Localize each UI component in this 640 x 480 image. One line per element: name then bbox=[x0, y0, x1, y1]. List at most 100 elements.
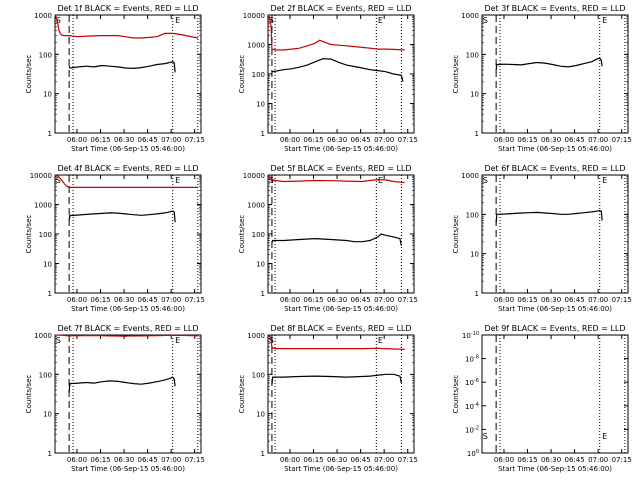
x-tick-label: 07:15 bbox=[185, 296, 205, 304]
panel-title: Det 5f BLACK = Events, RED = LLD bbox=[270, 164, 411, 173]
y-tick-label: 100 bbox=[39, 51, 52, 59]
x-tick-label: 06:30 bbox=[541, 296, 561, 304]
x-tick-label: 06:00 bbox=[67, 296, 87, 304]
x-tick-label: 06:30 bbox=[114, 136, 134, 144]
panel-title: Det 1f BLACK = Events, RED = LLD bbox=[57, 4, 198, 13]
y-axis-label: Counts/sec bbox=[452, 375, 460, 414]
x-tick-label: 06:45 bbox=[565, 456, 585, 464]
y-tick-label: 10 bbox=[43, 261, 52, 269]
s-marker: S bbox=[483, 176, 488, 185]
events-series-line bbox=[495, 57, 603, 71]
x-tick-label: 07:00 bbox=[374, 136, 394, 144]
x-tick-label: 06:30 bbox=[541, 136, 561, 144]
detector-panel: Det 1f BLACK = Events, RED = LLD 1 10 100 10… bbox=[25, 4, 205, 153]
y-tick-label: 10 bbox=[256, 101, 265, 109]
y-tick-label: 100 bbox=[252, 371, 265, 379]
x-tick-label: 06:15 bbox=[90, 296, 110, 304]
x-tick-label: 06:00 bbox=[67, 136, 87, 144]
y-axis-label: Counts/sec bbox=[25, 215, 33, 254]
e-marker: E bbox=[602, 432, 607, 441]
y-tick-label: 100 bbox=[252, 231, 265, 239]
detector-panel: Det 8f BLACK = Events, RED = LLD 1 10 100 10… bbox=[238, 324, 418, 473]
y-tick-label: 100 bbox=[39, 231, 52, 239]
y-tick-label: 1 bbox=[48, 130, 52, 138]
x-axis-label: Start Time (06-Sep-15 05:46:00) bbox=[71, 305, 185, 313]
y-tick-label: 1 bbox=[261, 290, 265, 298]
y-tick-label: 10 bbox=[256, 261, 265, 269]
x-tick-label: 07:00 bbox=[161, 136, 181, 144]
y-tick-label: 10 bbox=[256, 411, 265, 419]
detector-panel: Det 5f BLACK = Events, RED = LLD 1 10 100 10… bbox=[238, 164, 418, 313]
plot-frame bbox=[267, 174, 415, 294]
x-tick-label: 06:00 bbox=[280, 456, 300, 464]
plot-frame bbox=[481, 334, 629, 454]
x-tick-label: 06:30 bbox=[327, 296, 347, 304]
y-tick-label: 10-2 bbox=[465, 425, 479, 434]
e-marker: E bbox=[378, 176, 383, 185]
y-tick-label: 10-6 bbox=[465, 378, 479, 387]
x-tick-label: 06:45 bbox=[351, 456, 371, 464]
x-tick-label: 06:15 bbox=[517, 296, 537, 304]
events-series-line bbox=[68, 210, 176, 223]
panel-title: Det 7f BLACK = Events, RED = LLD bbox=[57, 324, 198, 333]
x-tick-label: 07:15 bbox=[612, 296, 632, 304]
y-tick-label: 10 bbox=[470, 251, 479, 259]
y-tick-label: 100 bbox=[466, 51, 479, 59]
detector-panel: Det 2f BLACK = Events, RED = LLD 1 10 100 10… bbox=[238, 4, 418, 153]
y-axis-label: Counts/sec bbox=[452, 55, 460, 94]
x-tick-label: 06:15 bbox=[517, 136, 537, 144]
y-tick-label: 1 bbox=[48, 290, 52, 298]
y-tick-label: 10 bbox=[43, 411, 52, 419]
x-tick-label: 06:15 bbox=[303, 296, 323, 304]
y-tick-label: 1000 bbox=[247, 42, 265, 50]
y-axis-label: Counts/sec bbox=[25, 375, 33, 414]
y-axis-label: Counts/sec bbox=[238, 215, 246, 254]
x-tick-label: 06:45 bbox=[351, 296, 371, 304]
x-tick-label: 06:00 bbox=[494, 456, 514, 464]
detector-panel: Det 9f BLACK = Events, RED = LLD 100 10-2 1… bbox=[452, 324, 632, 473]
lld-series-line bbox=[54, 14, 199, 39]
x-axis-label: Start Time (06-Sep-15 05:46:00) bbox=[498, 305, 612, 313]
y-tick-label: 1 bbox=[475, 130, 479, 138]
y-tick-label: 1000 bbox=[34, 332, 52, 340]
lld-series-line bbox=[267, 14, 405, 51]
y-axis-label: Counts/sec bbox=[25, 55, 33, 94]
detector-panel: Det 4f BLACK = Events, RED = LLD 1 10 100 10… bbox=[25, 164, 205, 313]
detector-panel: Det 3f BLACK = Events, RED = LLD 1 10 100 10… bbox=[452, 4, 632, 153]
y-tick-label: 1000 bbox=[34, 202, 52, 210]
panel-title: Det 2f BLACK = Events, RED = LLD bbox=[270, 4, 411, 13]
x-tick-label: 06:00 bbox=[494, 136, 514, 144]
x-tick-label: 07:15 bbox=[398, 136, 418, 144]
x-tick-label: 07:00 bbox=[161, 296, 181, 304]
x-tick-label: 06:00 bbox=[67, 456, 87, 464]
y-tick-label: 10000 bbox=[243, 12, 265, 20]
x-axis-label: Start Time (06-Sep-15 05:46:00) bbox=[498, 465, 612, 473]
x-tick-label: 07:15 bbox=[612, 456, 632, 464]
x-tick-label: 06:45 bbox=[351, 136, 371, 144]
y-tick-label: 10000 bbox=[243, 172, 265, 180]
x-tick-label: 06:45 bbox=[138, 456, 158, 464]
s-marker: S bbox=[483, 16, 488, 25]
x-tick-label: 07:00 bbox=[588, 296, 608, 304]
e-marker: E bbox=[602, 16, 607, 25]
events-series-line bbox=[68, 376, 176, 393]
s-marker: S bbox=[56, 176, 61, 185]
lld-series-line bbox=[267, 174, 405, 184]
detector-panel: Det 7f BLACK = Events, RED = LLD 1 10 100 10… bbox=[25, 324, 205, 473]
x-tick-label: 07:00 bbox=[374, 296, 394, 304]
events-series-line bbox=[495, 209, 603, 224]
s-marker: S bbox=[483, 432, 488, 441]
e-marker: E bbox=[378, 336, 383, 345]
x-tick-label: 06:15 bbox=[303, 136, 323, 144]
panel-title: Det 8f BLACK = Events, RED = LLD bbox=[270, 324, 411, 333]
x-tick-label: 06:45 bbox=[565, 136, 585, 144]
plot-frame bbox=[54, 14, 202, 134]
x-tick-label: 06:30 bbox=[327, 456, 347, 464]
e-marker: E bbox=[175, 336, 180, 345]
plot-frame bbox=[481, 174, 629, 294]
e-marker: E bbox=[602, 176, 607, 185]
lld-series-line bbox=[54, 334, 198, 337]
y-axis-label: Counts/sec bbox=[238, 375, 246, 414]
x-tick-label: 06:45 bbox=[565, 296, 585, 304]
events-series-line bbox=[271, 233, 402, 246]
